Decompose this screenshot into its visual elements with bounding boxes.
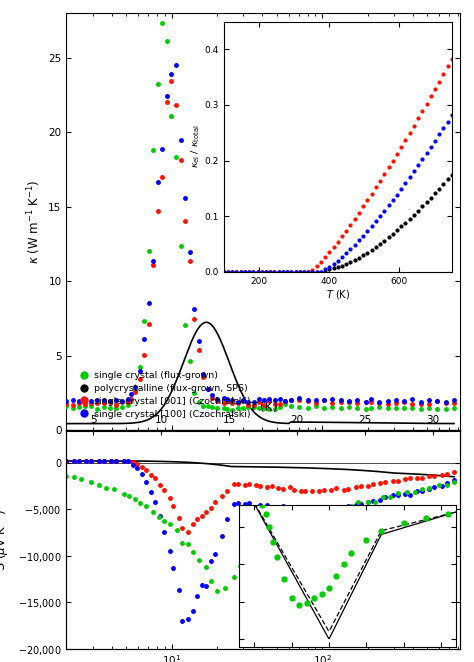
X-axis label: $T$ (K): $T$ (K)	[249, 399, 277, 414]
Y-axis label: $\kappa$ (W m$^{-1}$ K$^{-1}$): $\kappa$ (W m$^{-1}$ K$^{-1}$)	[25, 179, 43, 264]
Legend: single crystal (flux-grown), polycrystalline (flux-grown, SPS), single crystal [: single crystal (flux-grown), polycrystal…	[75, 369, 254, 422]
Y-axis label: $S$ ($\mu$V K$^{-1}$): $S$ ($\mu$V K$^{-1}$)	[0, 509, 12, 570]
